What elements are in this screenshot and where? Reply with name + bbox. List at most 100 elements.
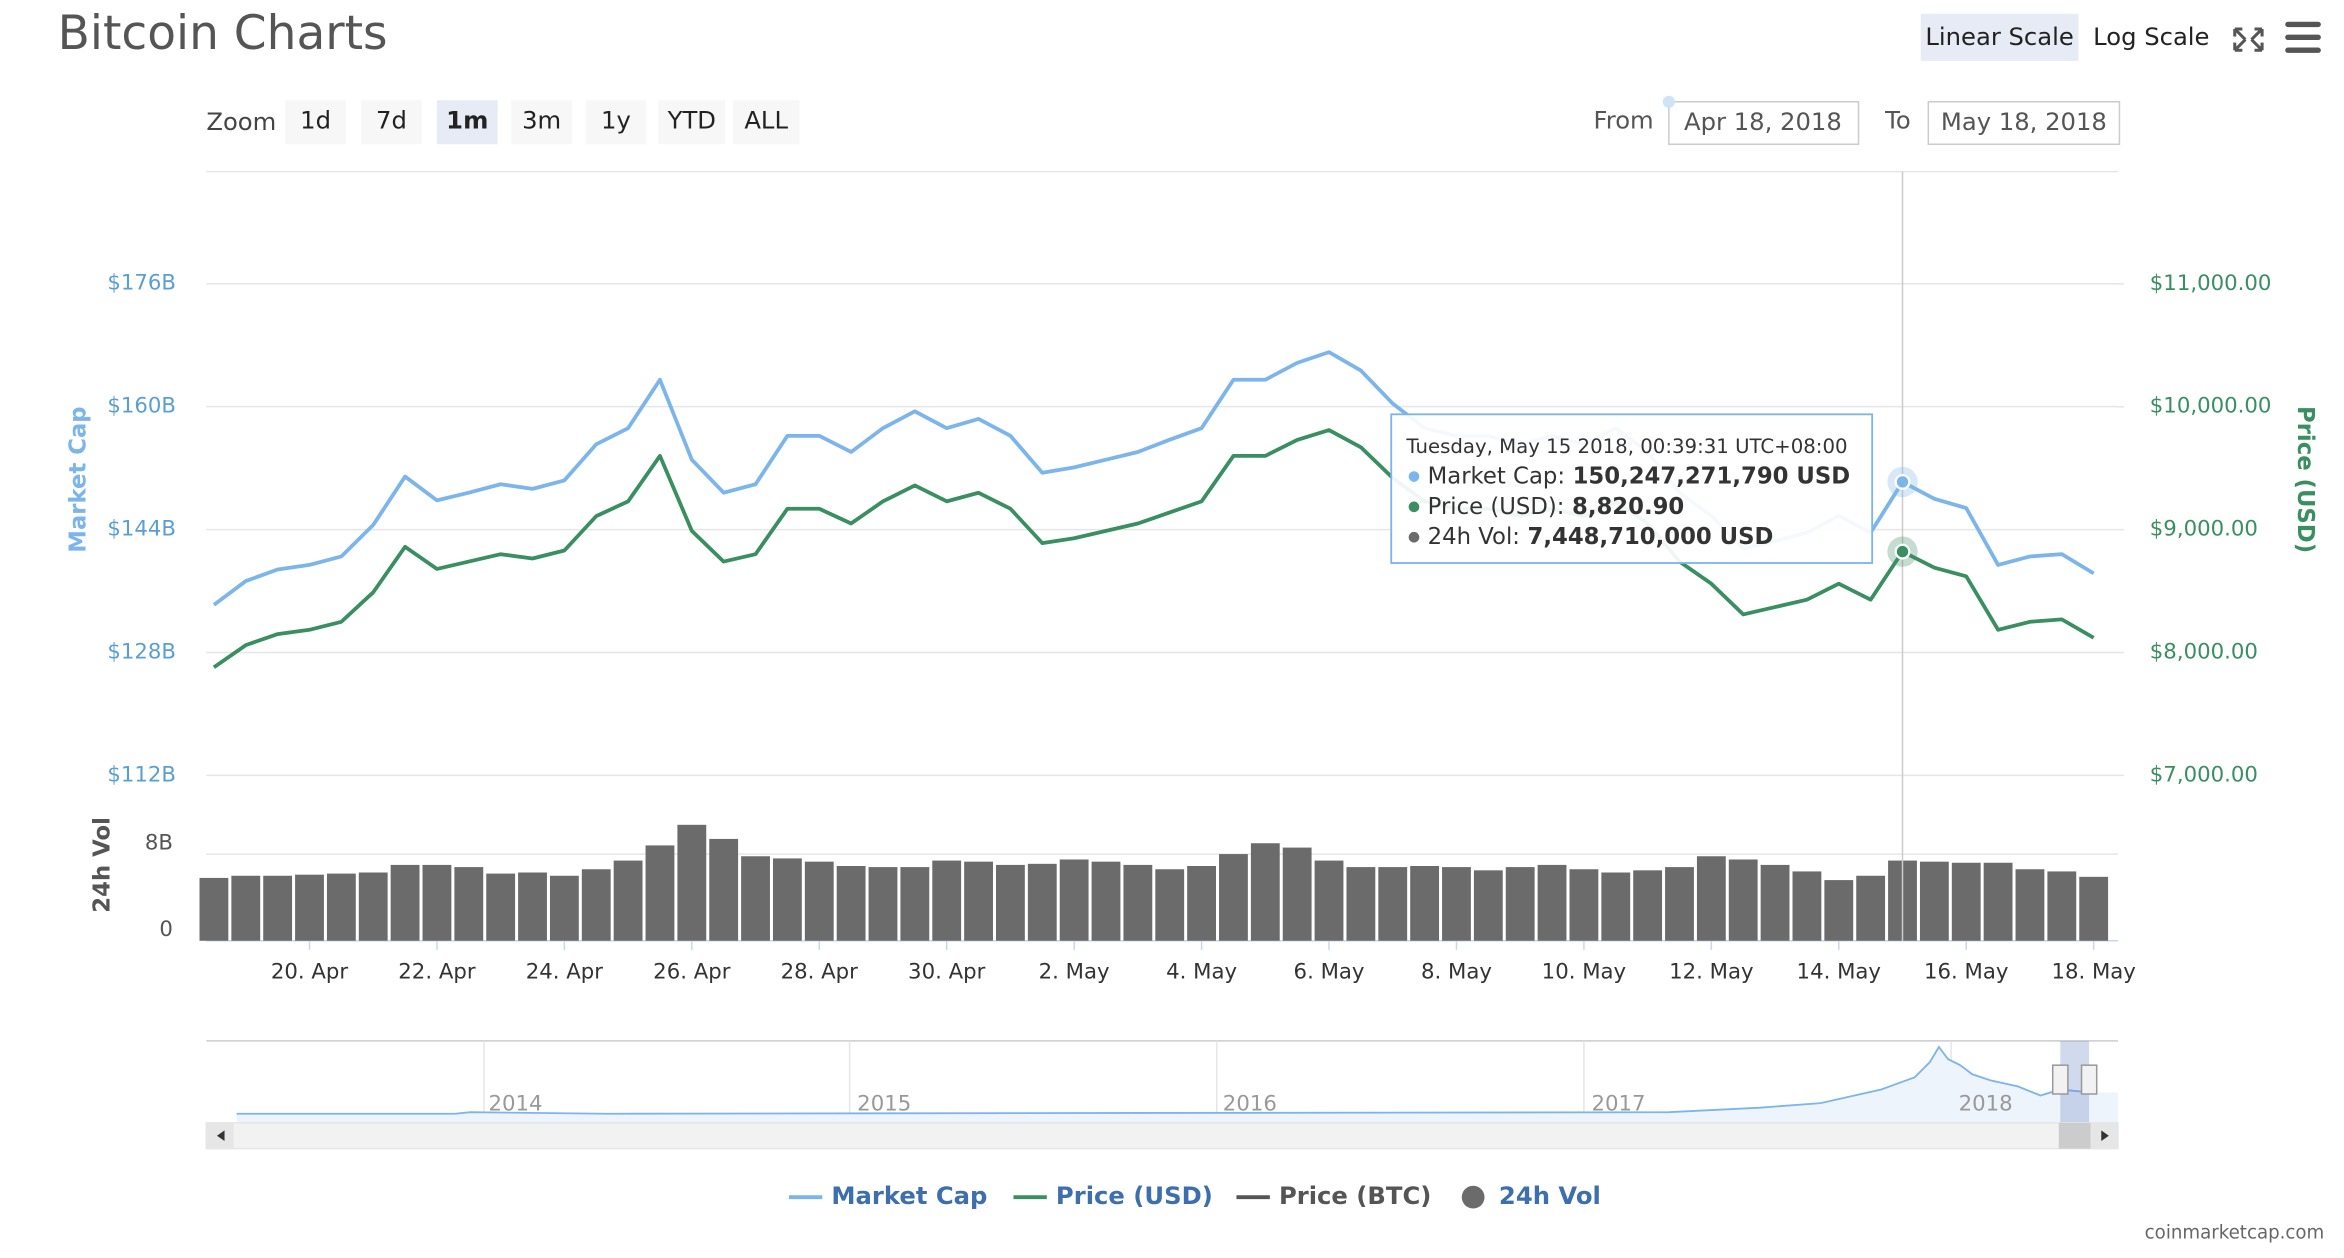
legend-symbol[interactable]	[1461, 1185, 1485, 1209]
from-value[interactable]: Apr 18, 2018	[1684, 107, 1842, 136]
tooltip-title: Tuesday, May 15 2018, 00:39:31 UTC+08:00	[1405, 435, 1847, 458]
from-label: From	[1594, 106, 1654, 135]
volume-bar	[1728, 859, 1758, 941]
volume-bar	[549, 875, 579, 941]
volume-bar	[1951, 862, 1981, 941]
y2-tick-label: $10,000.00	[2150, 394, 2272, 419]
zoom-button[interactable]: ALL	[744, 106, 788, 135]
volume-bar	[486, 873, 516, 941]
x-tick-label: 8. May	[1421, 960, 1492, 985]
x-tick-label: 30. Apr	[908, 960, 986, 985]
y-tick-label: $128B	[107, 639, 176, 664]
volume-bar	[613, 860, 643, 941]
x-tick-label: 10. May	[1542, 960, 1626, 985]
volume-bar	[1665, 867, 1694, 941]
x-tick-label: 6. May	[1294, 960, 1365, 985]
volume-bar	[741, 856, 770, 941]
from-input[interactable]	[1668, 101, 1860, 146]
tooltip-row: Market Cap: 150,247,271,790 USD	[1428, 463, 1851, 489]
zoom-button-bg[interactable]	[511, 100, 572, 145]
tooltip-row: 24h Vol: 7,448,710,000 USD	[1428, 524, 1774, 550]
tooltip-value: 150,247,271,790 USD	[1573, 463, 1851, 489]
zoom-button-bg[interactable]	[285, 100, 346, 145]
zoom-button-bg[interactable]	[585, 100, 647, 145]
zoom-button-bg[interactable]	[361, 100, 422, 145]
scale-button[interactable]: Log Scale	[2093, 22, 2209, 51]
menu-icon[interactable]	[2285, 21, 2321, 53]
volume-bar	[1378, 867, 1408, 941]
tooltip: Tuesday, May 15 2018, 00:39:31 UTC+08:00…	[1390, 413, 1874, 564]
volume-bar	[518, 872, 547, 941]
volume-bar	[2079, 876, 2109, 941]
navigator-handle[interactable]	[2051, 1064, 2069, 1095]
legend-label[interactable]: Price (USD)	[1056, 1181, 1213, 1210]
volume-bar	[295, 874, 324, 941]
fullscreen-icon[interactable]	[2233, 27, 2264, 52]
y2-axis-title: Price (USD)	[2292, 406, 2318, 553]
volume-bar	[454, 867, 484, 941]
y-tick-label: $144B	[107, 517, 176, 542]
volume-bar	[199, 877, 229, 941]
x-tick-label: 28. Apr	[781, 960, 859, 985]
tooltip-value: 8,820.90	[1572, 493, 1684, 519]
volume-bar	[1219, 854, 1248, 941]
scale-button-bg[interactable]	[1920, 13, 2079, 61]
scrollbar-thumb[interactable]	[2058, 1122, 2091, 1149]
volume-bar	[263, 875, 293, 941]
to-input[interactable]	[1927, 101, 2121, 146]
page-title: Bitcoin Charts	[58, 6, 388, 61]
zoom-button-bg[interactable]	[658, 100, 726, 145]
x-tick-label: 4. May	[1166, 960, 1237, 985]
zoom-button[interactable]: 3m	[522, 106, 561, 135]
volume-bar	[1059, 859, 1089, 941]
zoom-button[interactable]: 1y	[601, 106, 631, 135]
volume-bar	[1027, 863, 1057, 941]
volume-bar	[2015, 869, 2045, 941]
legend-label[interactable]: Price (BTC)	[1279, 1181, 1431, 1210]
zoom-button-bg[interactable]	[436, 100, 498, 145]
volume-bar	[1856, 875, 1886, 941]
tooltip-bullet	[1408, 531, 1420, 543]
y-tick-label: $112B	[107, 762, 176, 787]
legend-label[interactable]: Market Cap	[831, 1181, 987, 1210]
scale-button[interactable]: Linear Scale	[1925, 22, 2073, 51]
navigator-handle[interactable]	[2080, 1064, 2098, 1095]
zoom-label: Zoom	[206, 107, 276, 136]
scrollbar-track[interactable]	[205, 1122, 2119, 1150]
navigator-line	[236, 1045, 2091, 1115]
volume-bar	[581, 869, 611, 941]
volume-bar	[772, 858, 802, 941]
volume-bar	[1569, 869, 1599, 941]
tooltip-value: 7,448,710,000 USD	[1528, 524, 1774, 550]
volume-bar	[390, 864, 420, 941]
volume-bar	[1760, 864, 1790, 941]
y2-tick-label: $9,000.00	[2150, 517, 2258, 542]
plot: $112B $128B $144B $160B $176B $7,000.00 $8,000…	[107, 171, 2272, 985]
tooltip-bullet	[1408, 471, 1420, 482]
zoom-button[interactable]: 7d	[376, 106, 407, 135]
navigator-area	[236, 1046, 2118, 1123]
y3-axis-title: 24h Vol	[90, 817, 116, 913]
volume-bar	[1250, 843, 1280, 941]
zoom-button[interactable]: YTD	[667, 106, 716, 135]
tooltip-label: 24h Vol:	[1428, 524, 1520, 550]
zoom-button[interactable]: 1m	[446, 106, 488, 135]
zoom-button-bg[interactable]	[732, 100, 800, 145]
zoom-button[interactable]: 1d	[300, 106, 331, 135]
y3-tick-label: 0	[159, 917, 173, 942]
legend-label[interactable]: 24h Vol	[1499, 1181, 1601, 1210]
volume-bar	[358, 872, 388, 941]
legend: Market Cap Price (USD) Price (BTC) 24h Vol	[788, 1181, 1601, 1210]
x-tick-label: 2. May	[1039, 960, 1110, 985]
x-tick-label: 20. Apr	[271, 960, 349, 985]
scroll-arrow	[216, 1130, 225, 1142]
tooltip-label: Market Cap:	[1428, 463, 1565, 489]
scroll-arrow	[2101, 1130, 2109, 1142]
y2-tick-label: $11,000.00	[2150, 271, 2272, 296]
volume-bar	[326, 873, 356, 941]
volume-bar	[868, 867, 898, 941]
y-tick-label: $160B	[107, 394, 176, 419]
to-value[interactable]: May 18, 2018	[1941, 107, 2107, 136]
tooltip-row: Price (USD): 8,820.90	[1428, 493, 1685, 519]
